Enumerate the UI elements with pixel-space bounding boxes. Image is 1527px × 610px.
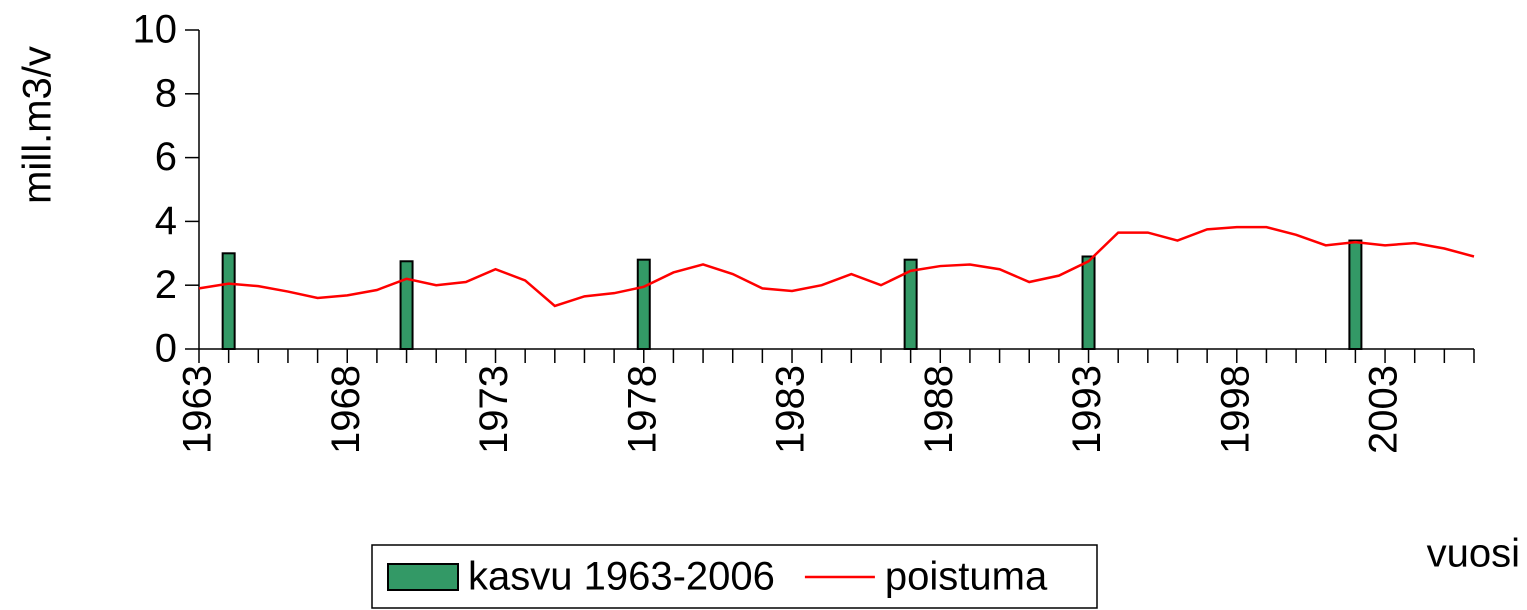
x-tick-label: 1978	[620, 365, 664, 454]
legend-label: poistuma	[885, 555, 1048, 599]
x-tick-label: 2003	[1362, 365, 1406, 454]
y-tick-label: 8	[155, 71, 177, 115]
x-tick-label: 1993	[1065, 365, 1109, 454]
x-tick-label: 1973	[472, 365, 516, 454]
y-tick-label: 6	[155, 135, 177, 179]
y-axis-label: mill.m3/v	[16, 46, 60, 204]
bar	[903, 258, 918, 350]
x-tick-label: 1983	[769, 365, 813, 454]
y-tick-label: 0	[155, 327, 177, 371]
y-tick-label: 10	[133, 8, 178, 52]
legend-swatch	[387, 563, 459, 591]
bar	[1348, 239, 1363, 350]
bar	[221, 252, 236, 350]
bar	[636, 258, 651, 350]
x-axis-label: vuosi	[1427, 532, 1520, 576]
bar	[1081, 255, 1096, 350]
legend-box	[371, 544, 1098, 609]
x-tick-label: 1988	[917, 365, 961, 454]
x-tick-label: 1963	[176, 365, 220, 454]
y-tick-label: 4	[155, 199, 177, 243]
x-tick-label: 1968	[324, 365, 368, 454]
line	[198, 225, 1475, 308]
y-tick-label: 2	[155, 263, 177, 307]
legend-label: kasvu 1963-2006	[468, 555, 775, 599]
x-tick-label: 1998	[1213, 365, 1257, 454]
bar	[399, 260, 414, 350]
